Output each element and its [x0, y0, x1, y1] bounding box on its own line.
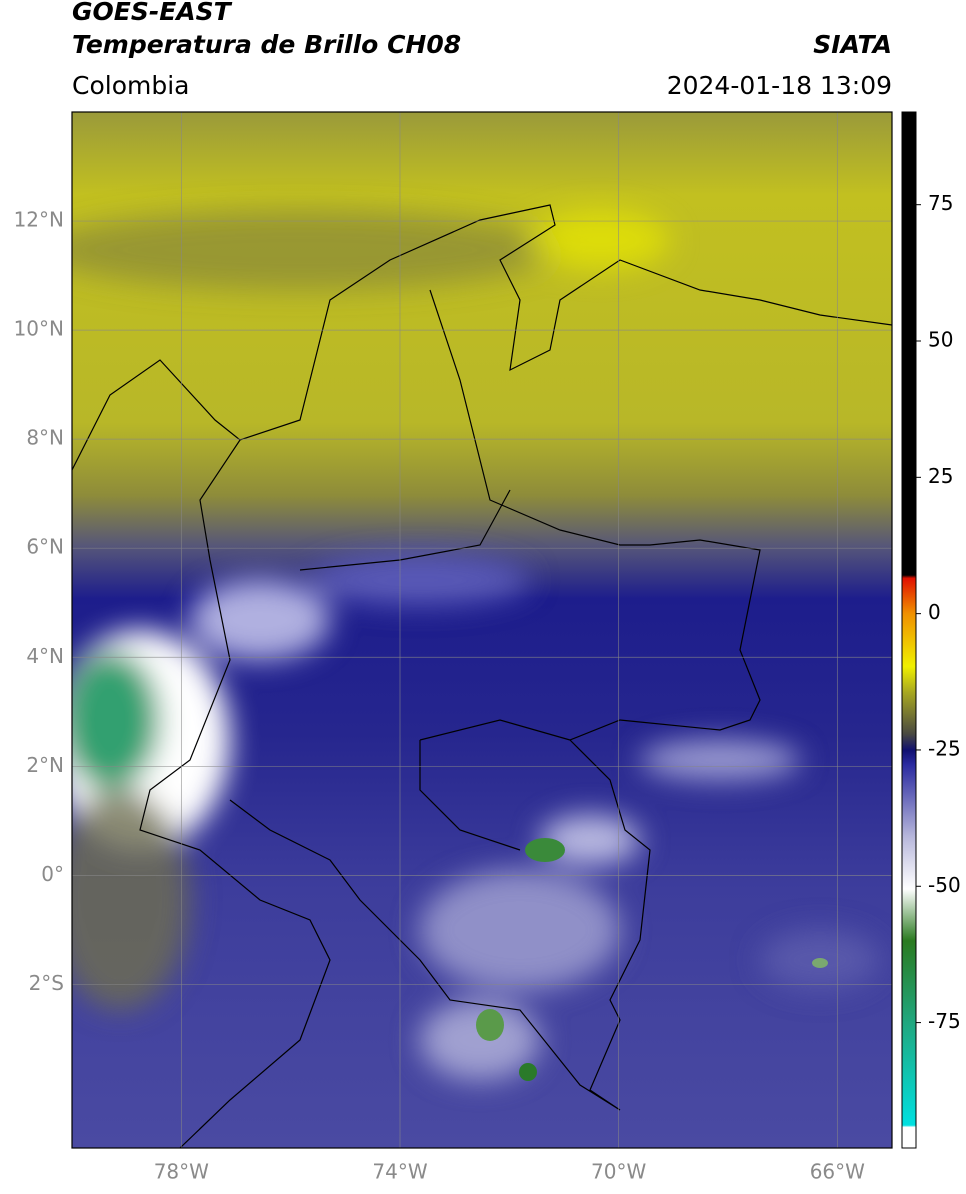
- colorbar-tick-label: 0: [928, 600, 941, 624]
- y-tick-label: 2°S: [29, 971, 64, 995]
- y-tick-label: 4°N: [26, 644, 64, 668]
- map-frame: [71, 111, 893, 1149]
- colorbar-tick-label: 75: [928, 191, 953, 215]
- x-tick-label: 78°W: [154, 1160, 209, 1184]
- y-tick-label: 2°N: [26, 753, 64, 777]
- satellite-image: [72, 112, 892, 1148]
- source: SIATA: [813, 30, 892, 59]
- colorbar-tick-label: 50: [928, 328, 953, 352]
- colorbar-tick-label: -25: [928, 736, 961, 760]
- colorbar: [901, 111, 917, 1149]
- colorbar-tick-label: -75: [928, 1009, 961, 1033]
- colorbar-tick-label: 25: [928, 464, 953, 488]
- datetime: 2024-01-18 13:09: [667, 71, 892, 100]
- title: GOES-EAST: [72, 0, 233, 26]
- subtitle: Temperatura de Brillo CH08: [72, 30, 461, 59]
- y-tick-label: 10°N: [14, 317, 64, 341]
- y-tick-label: 8°N: [26, 426, 64, 450]
- y-tick-label: 6°N: [26, 535, 64, 559]
- colorbar-tick-label: -50: [928, 873, 961, 897]
- y-tick-label: 12°N: [14, 208, 64, 232]
- x-tick-label: 70°W: [591, 1160, 646, 1184]
- region: Colombia: [72, 71, 189, 100]
- x-tick-label: 66°W: [810, 1160, 865, 1184]
- y-tick-label: 0°: [41, 862, 64, 886]
- x-tick-label: 74°W: [372, 1160, 427, 1184]
